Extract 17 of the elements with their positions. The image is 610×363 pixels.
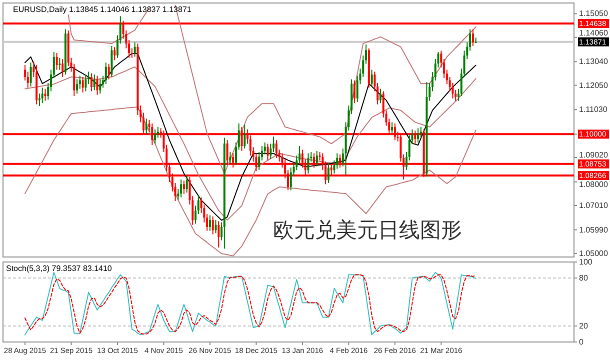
chart-title: Stoch(5,3,3) 79.3537 83.1410: [6, 264, 112, 273]
y-tick-label: 1.05990: [579, 225, 608, 234]
y-tick-label: 1.07010: [579, 200, 608, 210]
y-tick-label: 20: [579, 322, 588, 330]
y-tick-label: 1.05000: [579, 248, 608, 258]
annotation: 欧元兑美元日线图形: [273, 219, 462, 242]
y-tick-label: 1.11030: [579, 105, 608, 114]
y-tick-label: 1.12050: [579, 80, 608, 90]
y-tick-label: 80: [579, 274, 588, 282]
y-tick-label: 1.13040: [579, 57, 608, 66]
y-tick-label: 0: [579, 338, 584, 346]
y-tick-label: 1.08000: [579, 180, 608, 190]
y-tick-label: 1.15050: [579, 9, 608, 18]
y-tick-label: 1.09020: [579, 150, 608, 160]
chart-title: EURUSD,Daily 1.13845 1.14046 1.13837 1.13871: [13, 5, 192, 14]
y-tick-label: 100: [579, 258, 593, 266]
y-tick-label: 1.14060: [579, 28, 608, 38]
